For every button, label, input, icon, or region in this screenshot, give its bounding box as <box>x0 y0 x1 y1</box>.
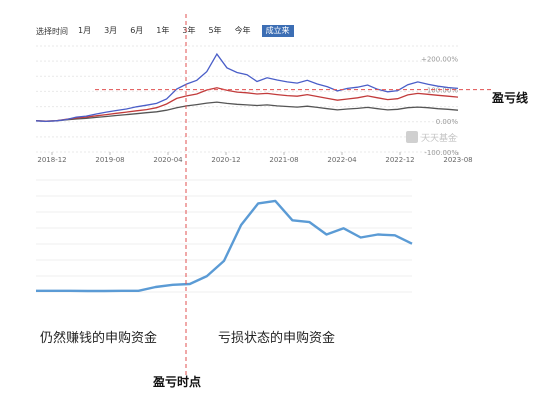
range-option-3m[interactable]: 3月 <box>104 26 118 35</box>
range-option-1y[interactable]: 1年 <box>156 26 170 35</box>
top-x-tick-label: 2020-04 <box>153 156 183 164</box>
still-profit-purchases-label: 仍然赚钱的申购资金 <box>40 331 158 346</box>
range-option-3y[interactable]: 3年 <box>182 26 196 35</box>
top-y-tick-label: -100.00% <box>424 149 458 157</box>
range-option-1m[interactable]: 1月 <box>78 26 92 35</box>
breakeven-line-label: 盈亏线 <box>492 91 529 105</box>
range-selector: 选择时间 1月 3月 6月 1年 3年 5年 今年 成立来 <box>36 24 303 38</box>
watermark-logo-icon <box>406 131 418 143</box>
top-x-tick-label: 2020-12 <box>211 156 240 164</box>
top-chart-series <box>35 52 459 123</box>
top-y-tick-label: 100.00% <box>427 87 458 95</box>
range-option-6m[interactable]: 6月 <box>130 26 144 35</box>
top-chart-x-tick-labels: 2018-12 2019-08 2020-04 2020-12 2021-08 2022-… <box>37 152 473 164</box>
top-series-line-index <box>35 101 459 122</box>
top-y-tick-label: +200.00% <box>421 55 458 63</box>
top-series-line-benchmark <box>35 87 459 122</box>
range-option-ytd[interactable]: 今年 <box>234 26 251 35</box>
bottom-chart-grid <box>36 179 412 293</box>
loss-state-purchases-label: 亏损状态的申购资金 <box>218 331 336 346</box>
top-series-line-fund <box>35 52 459 123</box>
top-x-tick-label: 2019-08 <box>95 156 124 164</box>
range-option-5y[interactable]: 5年 <box>208 26 222 35</box>
top-x-tick-label: 2022-04 <box>327 156 357 164</box>
watermark-text: 天天基金 <box>421 132 457 143</box>
top-x-tick-label: 2021-08 <box>269 156 298 164</box>
range-option-since-inception[interactable]: 成立来 <box>261 25 294 37</box>
top-x-tick-label: 2023-08 <box>443 156 472 164</box>
bottom-chart-series <box>36 199 413 293</box>
top-chart-y-tick-labels: +200.00% 100.00% 0.00% -100.00% <box>421 55 458 157</box>
top-x-tick-label: 2018-12 <box>37 156 66 164</box>
watermark: 天天基金 <box>406 131 457 143</box>
top-y-tick-label: 0.00% <box>436 118 459 126</box>
top-x-tick-label: 2022-12 <box>385 156 414 164</box>
bottom-series-line-flow <box>36 199 413 293</box>
breakeven-point-label: 盈亏时点 <box>153 375 202 389</box>
range-selector-label: 选择时间 <box>36 26 68 36</box>
